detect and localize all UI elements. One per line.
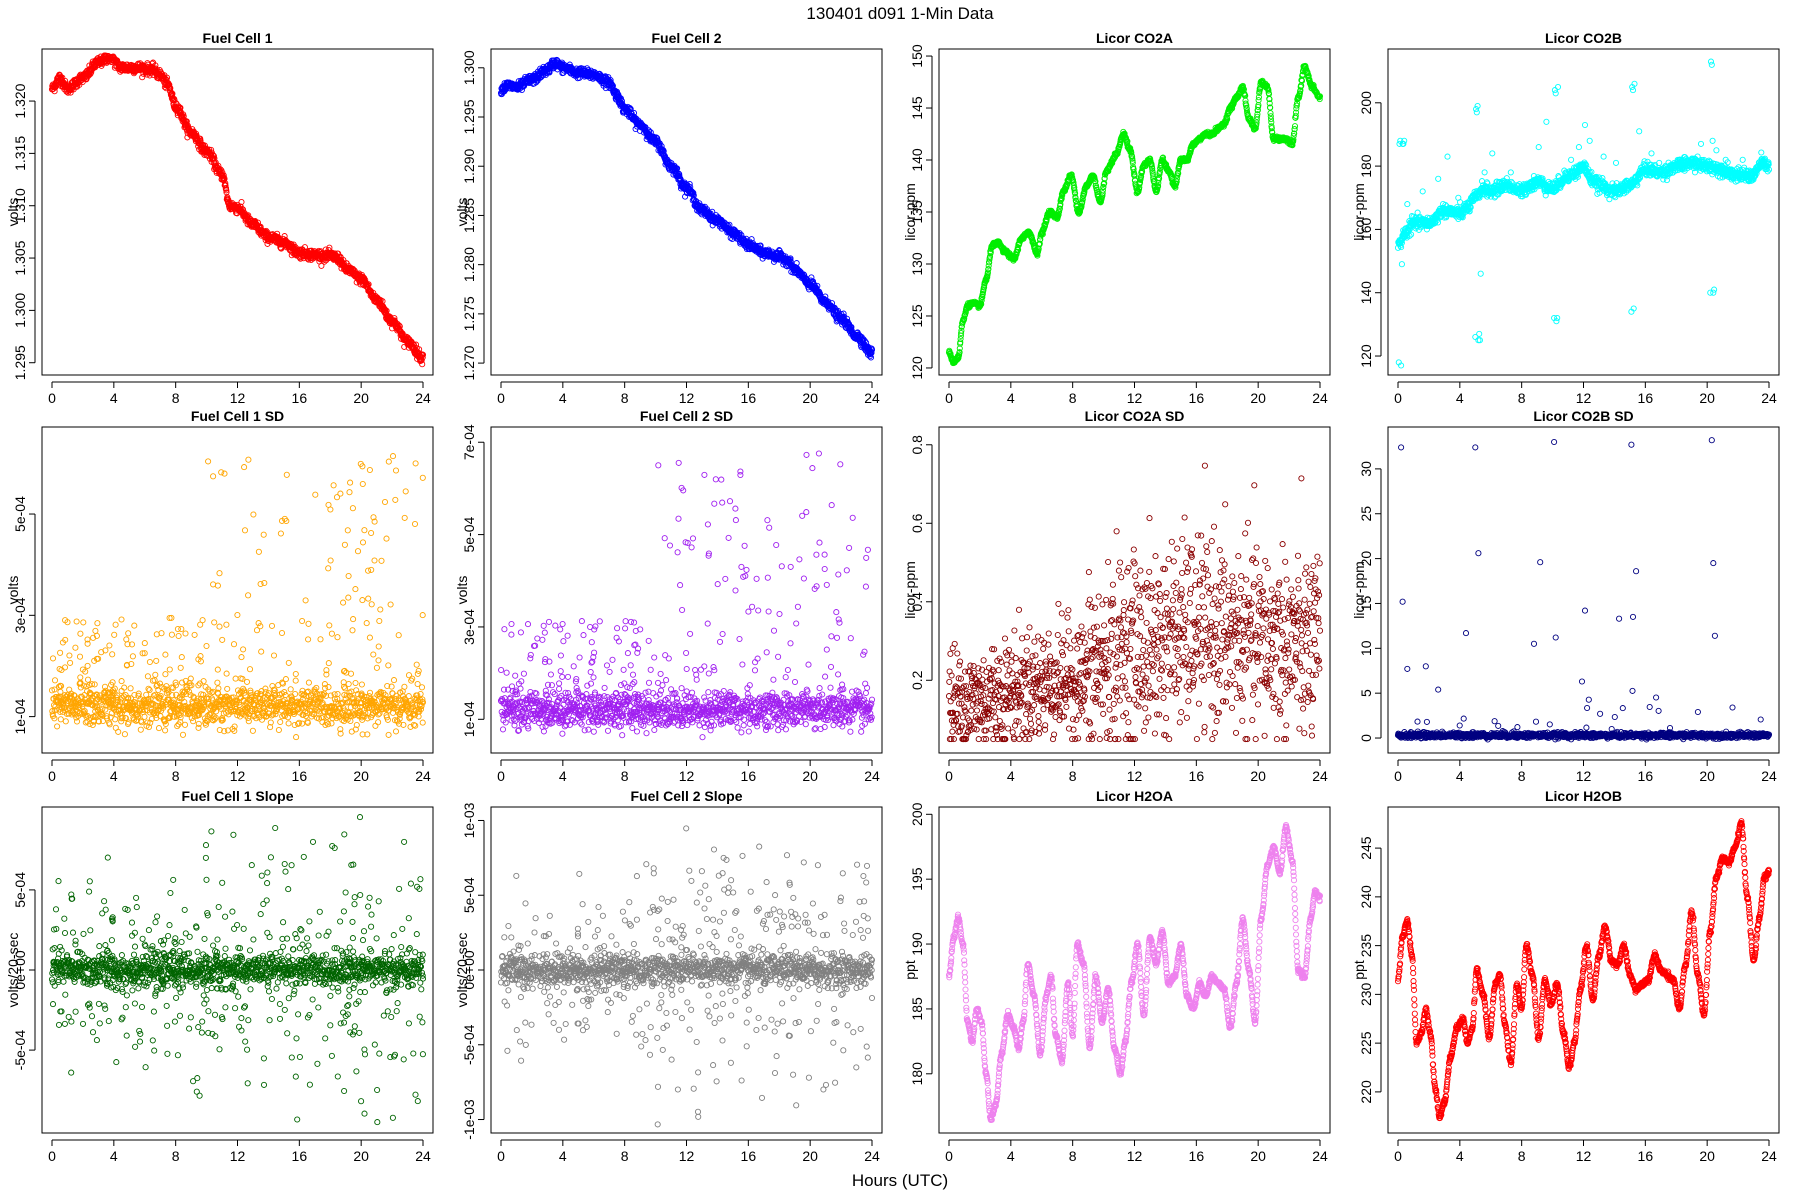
panel-grid: Fuel Cell 1 volts 0 4 8 12 16 20 24 1.295 1.300 1.3…	[5, 30, 1780, 1164]
y-tick-label: 140	[909, 148, 925, 172]
x-axis-fc1: 0 4 8 12 16 20 24	[48, 381, 431, 406]
x-tick-label: 0	[497, 390, 505, 406]
y-tick-label: 1.280	[461, 247, 477, 282]
y-axis-label-fc1: volts	[5, 198, 21, 227]
x-tick-label: 12	[679, 390, 695, 406]
x-tick-label: 8	[621, 390, 629, 406]
points-co2a	[945, 62, 1324, 367]
panel-title-co2a: Licor CO2A	[1096, 30, 1173, 46]
y-tick-label: 125	[909, 304, 925, 328]
points-fc2	[497, 56, 876, 361]
data-point	[166, 81, 173, 88]
data-point	[139, 74, 146, 81]
y-tick-label: 145	[909, 96, 925, 120]
x-tick-label: 24	[415, 390, 431, 406]
data-point	[163, 74, 171, 81]
data-point	[167, 85, 174, 92]
x-tick-label: 20	[802, 390, 818, 406]
y-tick-label: 1.305	[12, 240, 28, 275]
y-tick-label: 130	[909, 252, 925, 276]
data-point	[169, 90, 176, 97]
plot-frame-fc2	[490, 48, 883, 376]
y-tick-label: 1.275	[461, 296, 477, 331]
figure-title: 130401 d091 1-Min Data	[806, 4, 994, 23]
data-point	[51, 88, 58, 95]
y-tick-label: 1.315	[12, 136, 28, 171]
x-tick-label: 24	[1312, 390, 1328, 406]
y-tick-label: 1.320	[12, 83, 28, 118]
y-tick-label: 1.300	[461, 50, 477, 85]
x-tick-label: 4	[110, 390, 118, 406]
y-tick-label: 1.295	[461, 99, 477, 134]
y-tick-label: 1.285	[461, 198, 477, 233]
y-tick-label: 1.310	[12, 188, 28, 223]
y-axis-fc2: 1.270 1.275 1.280 1.285 1.290 1.295 1.300	[461, 50, 485, 381]
y-tick-label: 120	[909, 356, 925, 380]
x-tick-label: 8	[1069, 390, 1077, 406]
y-axis-fc1: 1.295 1.300 1.305 1.310 1.315 1.320	[12, 83, 36, 380]
y-axis-co2a: 120 125 130 135 140 145 150	[909, 44, 933, 380]
x-tick-label: 20	[1250, 390, 1266, 406]
x-tick-label: 8	[172, 390, 180, 406]
y-tick-label: 1.300	[12, 293, 28, 328]
x-axis-label: Hours (UTC)	[852, 1171, 948, 1190]
x-tick-label: 16	[292, 390, 308, 406]
panel-fc1: Fuel Cell 1 volts 0 4 8 12 16 20 24 1.295 1.300 1.3…	[5, 30, 434, 406]
x-tick-label: 12	[1127, 390, 1143, 406]
y-tick-label: 1.290	[461, 149, 477, 184]
x-axis-co2a: 0 4 8 12 16 20 24	[945, 381, 1328, 406]
y-tick-label: 1.295	[12, 345, 28, 380]
points-fc1	[48, 52, 427, 368]
x-tick-label: 16	[1189, 390, 1205, 406]
panel-title-fc1: Fuel Cell 1	[202, 30, 272, 46]
x-tick-label: 4	[559, 390, 567, 406]
x-tick-label: 12	[230, 390, 246, 406]
y-tick-label: 1.270	[461, 345, 477, 380]
x-tick-label: 16	[741, 390, 757, 406]
panel-title-co2b: Licor CO2B	[1545, 30, 1622, 46]
data-point	[177, 104, 184, 111]
panel-title-fc2: Fuel Cell 2	[651, 30, 721, 46]
y-tick-label: 150	[909, 44, 925, 68]
x-tick-label: 4	[1007, 390, 1015, 406]
x-tick-label: 0	[945, 390, 953, 406]
points-co2b	[1394, 58, 1773, 369]
x-tick-label: 24	[864, 390, 880, 406]
x-axis-fc2: 0 4 8 12 16 20 24	[497, 381, 880, 406]
x-tick-label: 20	[353, 390, 369, 406]
y-tick-label: 135	[909, 200, 925, 224]
x-tick-label: 0	[48, 390, 56, 406]
